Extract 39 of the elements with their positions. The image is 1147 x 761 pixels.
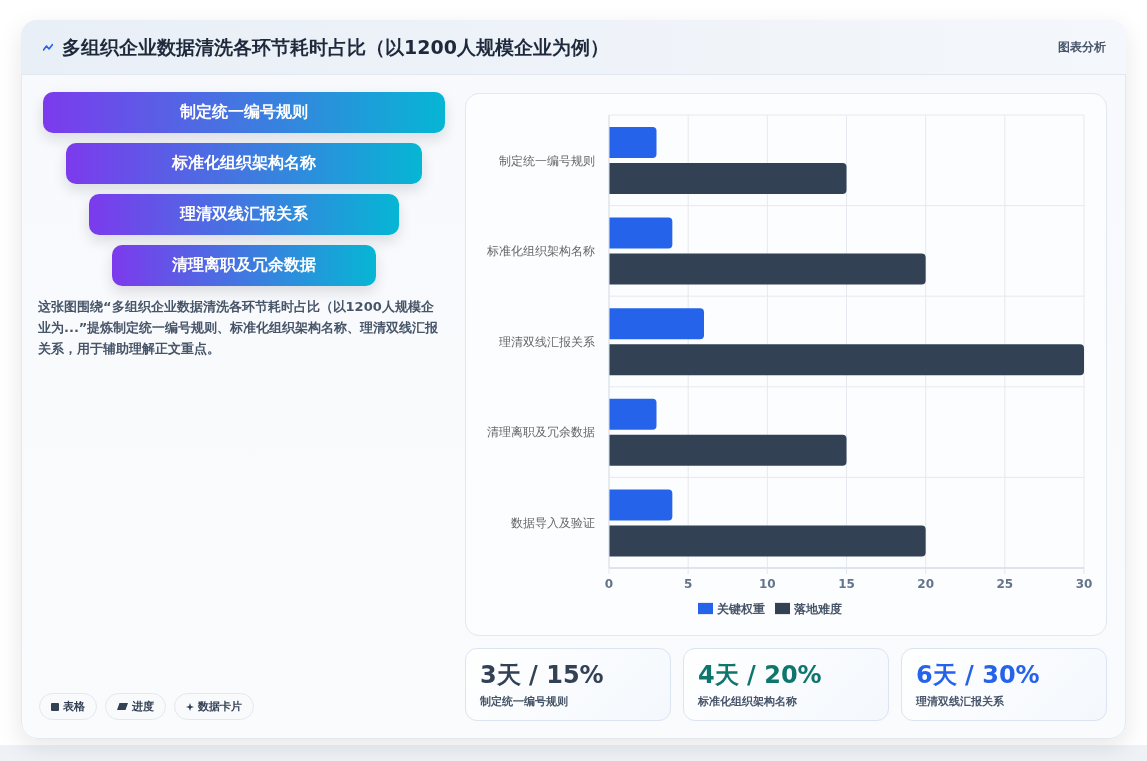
x-tick-label: 30 [1075,576,1093,591]
bar [609,525,926,557]
x-tick-label: 0 [604,576,614,591]
bar [609,253,926,285]
x-tick-label: 10 [758,576,776,591]
bar [609,163,847,194]
legend-label: 落地难度 [793,602,842,616]
bar [609,434,847,466]
text: 清理离职及冗余数据 [112,245,376,286]
text: 标准化组织架构名称 [66,143,422,184]
bar [609,127,657,158]
bar [609,308,704,340]
y-tick-label: 数据导入及验证 [511,515,595,530]
text: 数据卡片 [198,699,242,714]
text: 3天 / 15% [480,660,604,691]
legend-label: 关键权重 [716,602,765,616]
y-tick-label: 理清双线汇报关系 [499,334,595,349]
text: 6天 / 30% [916,660,1040,691]
bar [609,344,1084,376]
y-tick-label: 标准化组织架构名称 [486,244,595,259]
text: 表格 [63,699,85,714]
bar [609,489,673,521]
text: 这张图围绕“多组织企业数据清洗各环节耗时占比（以1200人规模企业为...”提炼制定统一编号规则、标准化组织架构名称、理清双线汇报关系，用于辅助理解正文重点。 [38,298,440,358]
y-tick-label: 清理离职及冗余数据 [487,425,595,440]
y-tick-label: 制定统一编号规则 [499,153,595,168]
x-tick-label: 25 [996,576,1014,591]
bar [609,217,673,249]
bar [609,398,657,430]
text: 理清双线汇报关系 [89,194,399,235]
text: 进度 [132,699,154,714]
text: 理清双线汇报关系 [916,694,1004,709]
text: 4天 / 20% [698,660,822,691]
x-tick-label: 5 [683,576,693,591]
text: 图表分析 [1058,39,1106,56]
text: 多组织企业数据清洗各环节耗时占比（以1200人规模企业为例） [62,35,609,60]
x-tick-label: 20 [917,576,935,591]
text: 标准化组织架构名称 [698,694,797,709]
x-tick-label: 15 [838,576,855,591]
text: 制定统一编号规则 [43,92,445,133]
